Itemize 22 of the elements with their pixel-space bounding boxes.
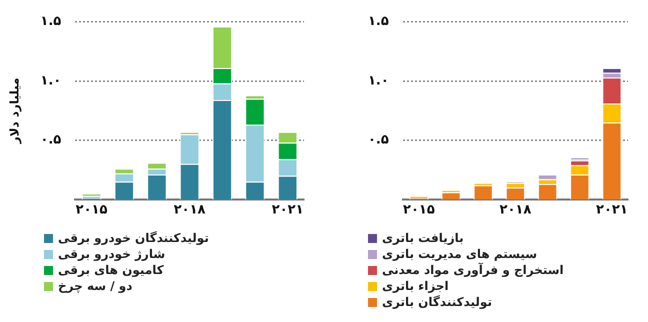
x-tick-label: ۲۰۲۱ xyxy=(272,202,304,218)
y-tick-label: ۰.۵ xyxy=(40,132,62,148)
legend-label: بازیافت باتری xyxy=(382,231,464,246)
legend-label: دو / سه چرخ xyxy=(58,279,132,294)
legend-label: شارژ خودرو برقی xyxy=(58,247,166,262)
y-tick-label: ۱.۵ xyxy=(368,14,389,30)
y-tick-label: ۱.۰ xyxy=(368,73,389,88)
legend-label: استخراج و فرآوری مواد معدنی xyxy=(382,263,564,278)
x-tick-label: ۲۰۲۱ xyxy=(596,202,628,218)
legend-label: کامیون های برقی xyxy=(58,263,164,278)
y-tick-label: ۰.۵ xyxy=(368,132,389,148)
x-tick-label: ۲۰۱۵ xyxy=(76,202,108,218)
legend-label: اجزاء باتری xyxy=(382,279,449,294)
x-tick-label: ۲۰۱۸ xyxy=(174,202,206,218)
y-axis-title: میلیارد دلار xyxy=(7,78,22,145)
y-tick-label: ۱.۰ xyxy=(40,73,62,88)
x-tick-label: ۲۰۱۸ xyxy=(500,202,532,218)
legend-label: تولیدکنندگان باتری xyxy=(382,295,492,310)
y-tick-label: ۱.۵ xyxy=(40,14,62,30)
legend-label: تولیدکنندگان خودرو برقی xyxy=(58,231,209,246)
legend-label: سیستم های مدیریت باتری xyxy=(382,247,538,262)
x-tick-label: ۲۰۱۵ xyxy=(403,202,435,218)
